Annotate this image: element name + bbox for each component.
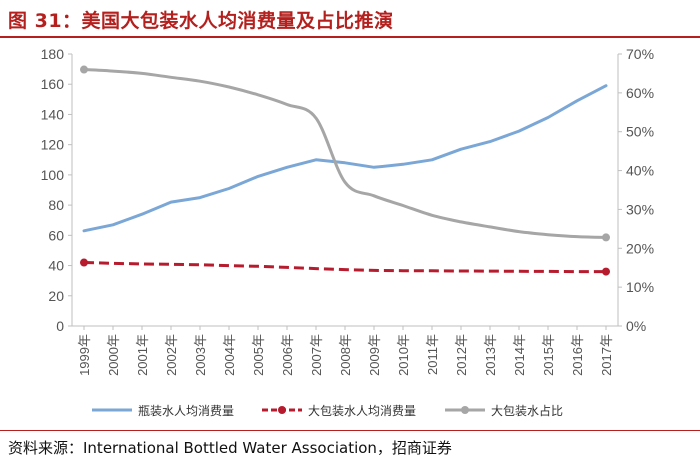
x-tick-label: 2006年 bbox=[280, 334, 295, 376]
series-marker-big-pack-consumption bbox=[80, 258, 88, 267]
x-tick-label: 1999年 bbox=[77, 334, 92, 376]
series-line-bottled-water bbox=[82, 84, 608, 233]
series-line-big-pack-share bbox=[83, 68, 607, 239]
left-tick-label: 40 bbox=[48, 258, 64, 274]
x-tick-label: 2005年 bbox=[251, 334, 266, 376]
left-tick-label: 100 bbox=[41, 167, 65, 183]
left-tick-label: 140 bbox=[41, 106, 65, 122]
left-tick-label: 160 bbox=[41, 76, 65, 92]
left-tick-label: 120 bbox=[41, 137, 65, 153]
x-tick-label: 2013年 bbox=[483, 334, 498, 376]
right-tick-label: 60% bbox=[626, 85, 654, 101]
left-tick-label: 0 bbox=[56, 318, 64, 334]
legend-marker bbox=[461, 406, 469, 414]
title-divider bbox=[0, 36, 700, 38]
left-tick-label: 60 bbox=[48, 227, 64, 243]
right-tick-label: 30% bbox=[626, 201, 654, 217]
right-tick-label: 10% bbox=[626, 279, 654, 295]
series-marker-big-pack-share bbox=[602, 233, 610, 242]
legend: 瓶装水人均消费量 大包装水人均消费量 大包装水占比 bbox=[92, 403, 563, 418]
x-tick-label: 2008年 bbox=[338, 334, 353, 376]
right-tick-label: 40% bbox=[626, 163, 654, 179]
series-line-big-pack-consumption bbox=[83, 261, 606, 274]
x-tick-label: 2003年 bbox=[193, 334, 208, 376]
x-axis-ticks: 1999年 2000年 2001年 2002年 2003年 2004年 2005年 2006年… bbox=[77, 326, 614, 376]
footer-divider bbox=[0, 430, 700, 431]
right-tick-label: 50% bbox=[626, 124, 654, 140]
series-group bbox=[80, 65, 610, 276]
series-marker-big-pack-share bbox=[80, 65, 88, 74]
x-tick-label: 2004年 bbox=[222, 334, 237, 376]
x-tick-label: 2014年 bbox=[512, 334, 527, 376]
x-tick-label: 2009年 bbox=[367, 334, 382, 376]
legend-marker bbox=[278, 406, 286, 414]
legend-label: 大包装水占比 bbox=[491, 403, 563, 418]
chart: 0 20 40 60 80 100 120 140 160 180 0% 10% 20% 30% 40% 5… bbox=[41, 46, 654, 418]
x-tick-label: 2016年 bbox=[570, 334, 585, 376]
left-tick-label: 80 bbox=[48, 197, 64, 213]
chart-title: 图 31：美国大包装水人均消费量及占比推演 bbox=[8, 10, 394, 32]
x-tick-label: 2017年 bbox=[599, 334, 614, 376]
source-note: 资料来源：International Bottled Water Associa… bbox=[8, 439, 452, 457]
right-tick-label: 20% bbox=[626, 240, 654, 256]
x-tick-label: 2002年 bbox=[164, 334, 179, 376]
x-tick-label: 2012年 bbox=[454, 334, 469, 376]
x-tick-label: 2010年 bbox=[396, 334, 411, 376]
left-tick-label: 180 bbox=[41, 46, 65, 62]
left-y-axis-ticks: 0 20 40 60 80 100 120 140 160 180 bbox=[41, 46, 72, 334]
legend-label: 大包装水人均消费量 bbox=[308, 404, 416, 418]
x-tick-label: 2001年 bbox=[135, 334, 150, 376]
left-tick-label: 20 bbox=[48, 288, 64, 304]
right-tick-label: 0% bbox=[626, 318, 646, 334]
x-tick-label: 2011年 bbox=[425, 334, 440, 375]
series-marker-big-pack-consumption bbox=[602, 267, 610, 276]
x-tick-label: 2000年 bbox=[106, 334, 121, 376]
legend-label: 瓶装水人均消费量 bbox=[138, 404, 234, 418]
axes bbox=[71, 54, 619, 327]
right-tick-label: 70% bbox=[626, 46, 654, 62]
x-tick-label: 2007年 bbox=[309, 334, 324, 376]
right-y-axis-ticks: 0% 10% 20% 30% 40% 50% 60% 70% bbox=[618, 46, 654, 334]
x-tick-label: 2015年 bbox=[541, 334, 556, 376]
